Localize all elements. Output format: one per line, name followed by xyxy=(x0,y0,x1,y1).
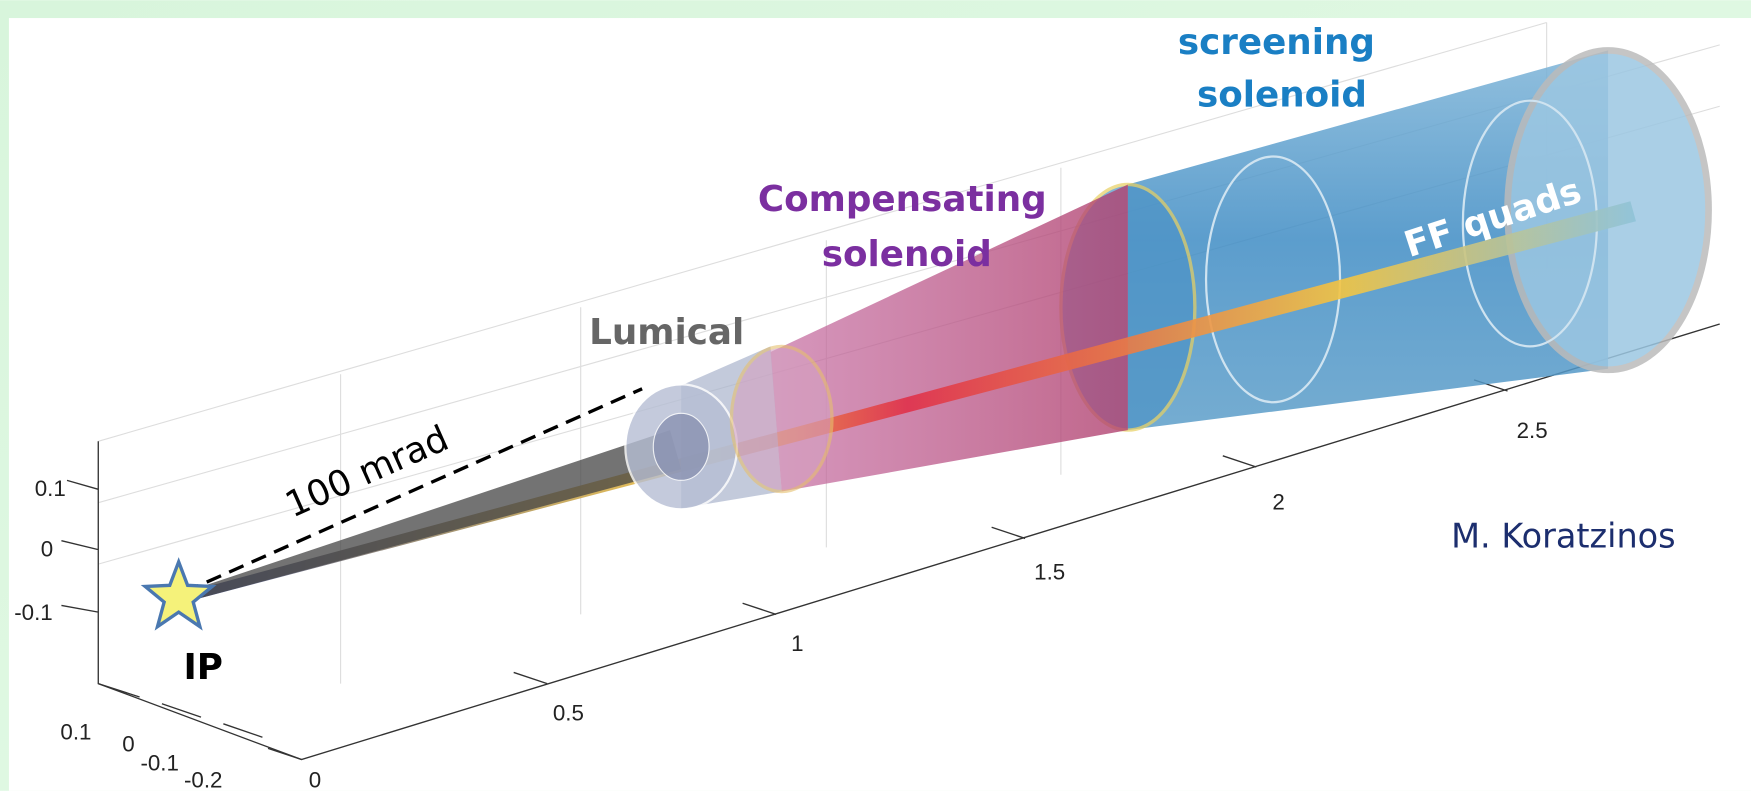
z-tick-label: 0 xyxy=(41,536,53,561)
page: screening solenoid Compensating solenoid… xyxy=(0,0,1751,791)
label: Lumical xyxy=(589,312,744,353)
y-tick-label: -0.1 xyxy=(140,751,178,776)
y-tick-label: -0.2 xyxy=(184,767,222,791)
z-tick-label: -0.1 xyxy=(14,600,52,625)
label: screening xyxy=(1178,22,1375,63)
x-tick-label: 2.5 xyxy=(1517,418,1548,443)
label: solenoid xyxy=(822,234,992,275)
x-tick-label: 0 xyxy=(309,767,321,791)
x-tick-label: 1.5 xyxy=(1034,560,1065,585)
credit: M. Koratzinos xyxy=(1451,516,1676,555)
label: solenoid xyxy=(1197,74,1367,115)
x-tick-label: 0.5 xyxy=(553,700,584,725)
label: IP xyxy=(184,647,223,688)
label: Compensating xyxy=(758,179,1047,220)
y-tick-label: 0.1 xyxy=(60,719,91,744)
z-tick-label: 0.1 xyxy=(35,476,66,501)
x-tick-label: 1 xyxy=(791,631,803,656)
diagram: screening solenoid Compensating solenoid… xyxy=(0,0,1751,791)
x-tick-label: 2 xyxy=(1272,489,1284,514)
y-tick-label: 0 xyxy=(122,732,134,757)
